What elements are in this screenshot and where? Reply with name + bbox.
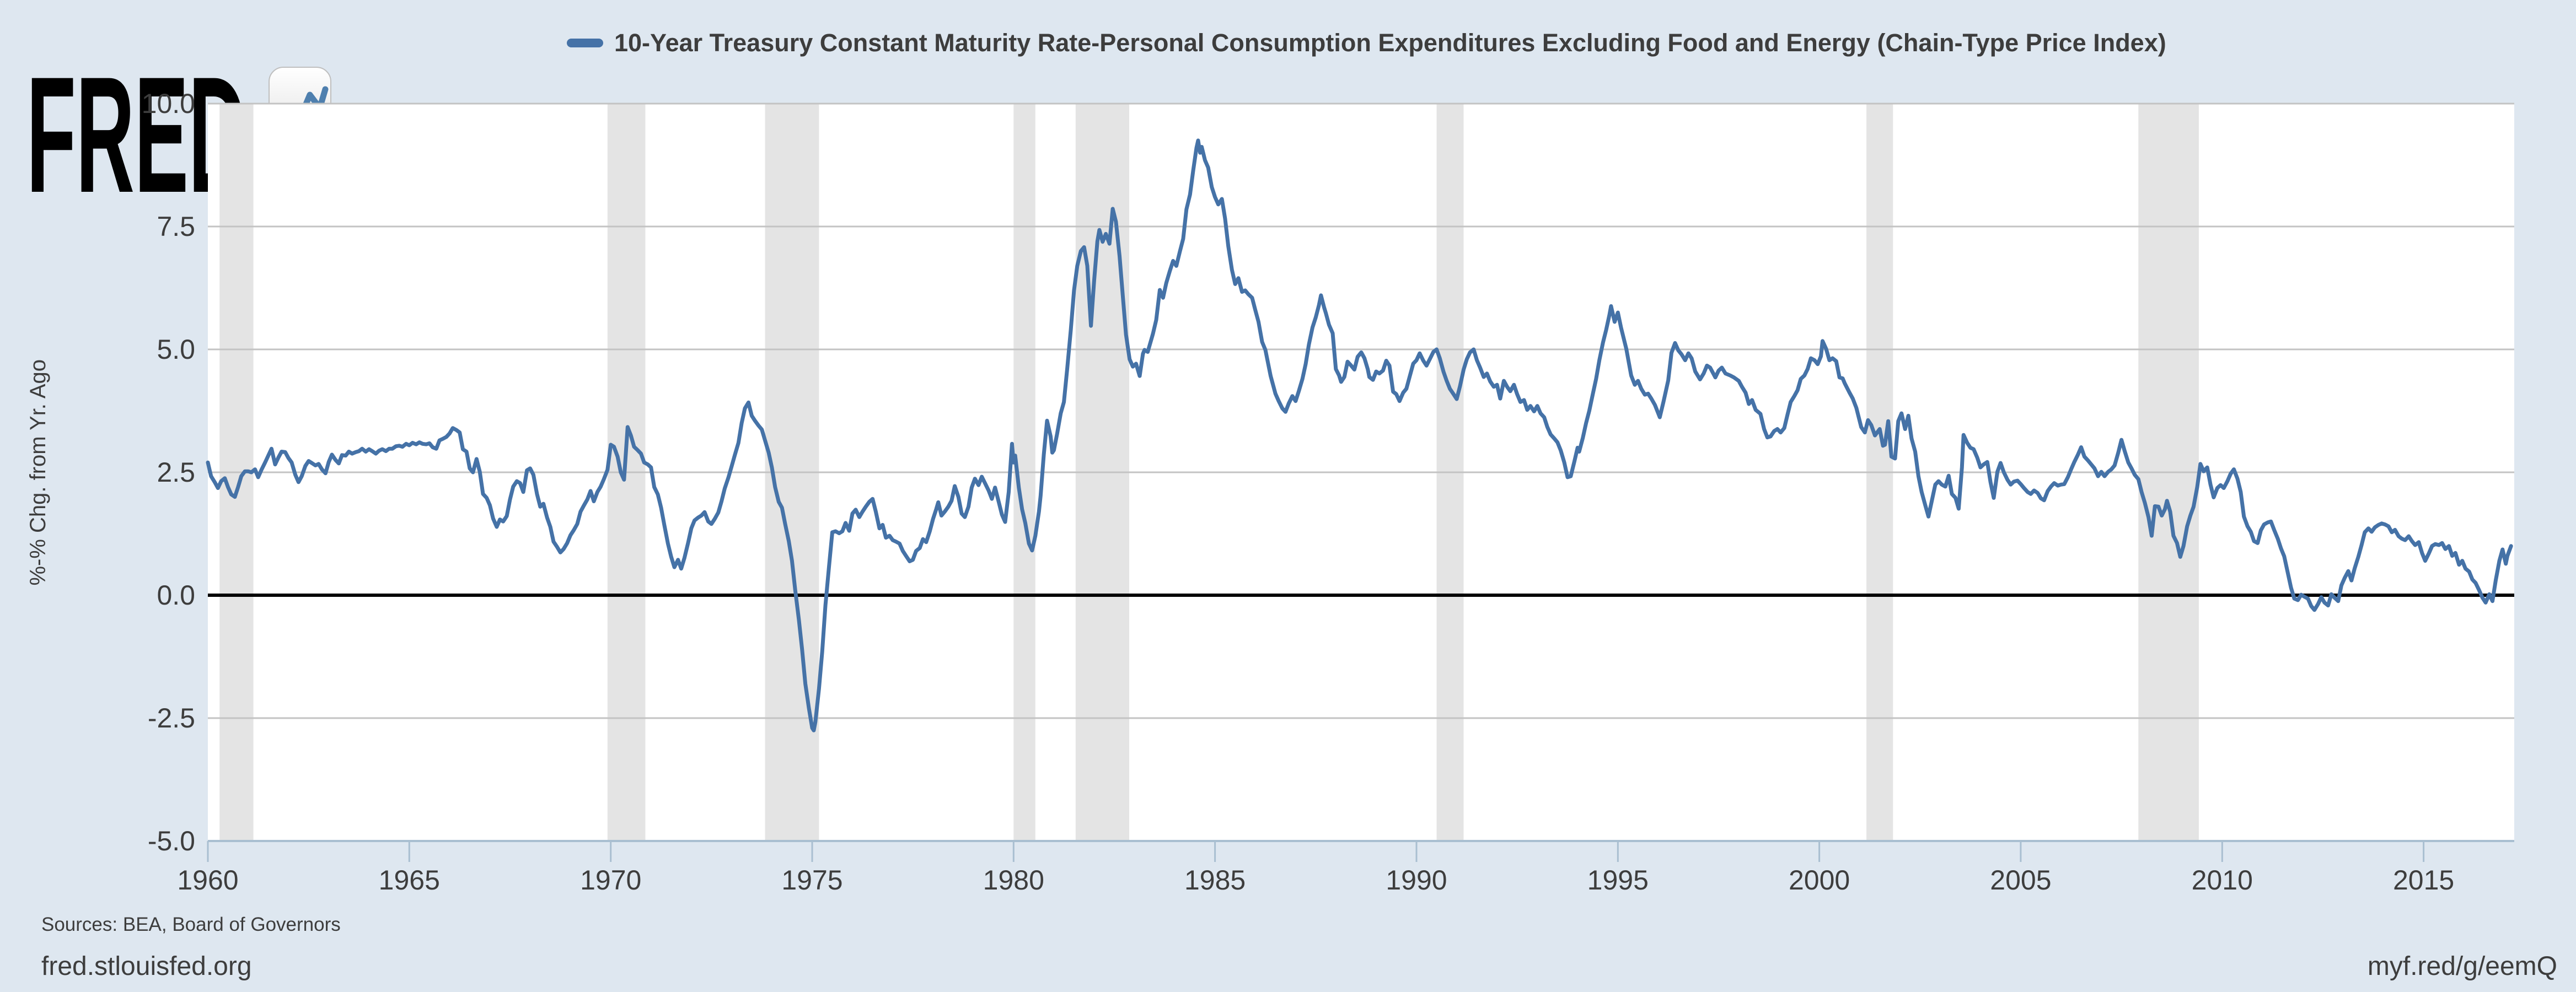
y-tick-label: -5.0 <box>148 826 195 856</box>
legend: 10-Year Treasury Constant Maturity Rate-… <box>567 29 2166 57</box>
x-tick-label: 2010 <box>2192 865 2253 896</box>
legend-swatch <box>567 39 603 47</box>
x-tick-label: 1960 <box>177 865 238 896</box>
y-tick-label: 7.5 <box>157 211 195 242</box>
series-line <box>206 138 2513 732</box>
x-tick-label: 2005 <box>1990 865 2051 896</box>
x-tick-label: 2000 <box>1789 865 1850 896</box>
short-url-link[interactable]: myf.red/g/eemQ <box>2367 952 2557 981</box>
y-tick-label: 2.5 <box>157 457 195 488</box>
x-tick-label: 1980 <box>983 865 1044 896</box>
legend-label: 10-Year Treasury Constant Maturity Rate-… <box>614 29 2166 57</box>
x-tick-label: 1995 <box>1587 865 1649 896</box>
fred-site-link[interactable]: fred.stlouisfed.org <box>41 952 252 981</box>
x-tick-label: 1965 <box>379 865 440 896</box>
x-tick-label: 1990 <box>1386 865 1447 896</box>
y-tick-label: 10.0 <box>142 88 195 119</box>
x-tick-label: 1970 <box>580 865 641 896</box>
y-tick-label: 5.0 <box>157 334 195 365</box>
x-tick-label: 1975 <box>781 865 842 896</box>
y-tick-label: -2.5 <box>148 703 195 734</box>
y-tick-label: 0.0 <box>157 580 195 611</box>
sources-note: Sources: BEA, Board of Governors <box>41 914 341 935</box>
x-tick-label: 2015 <box>2393 865 2454 896</box>
x-tick-label: 1985 <box>1184 865 1246 896</box>
